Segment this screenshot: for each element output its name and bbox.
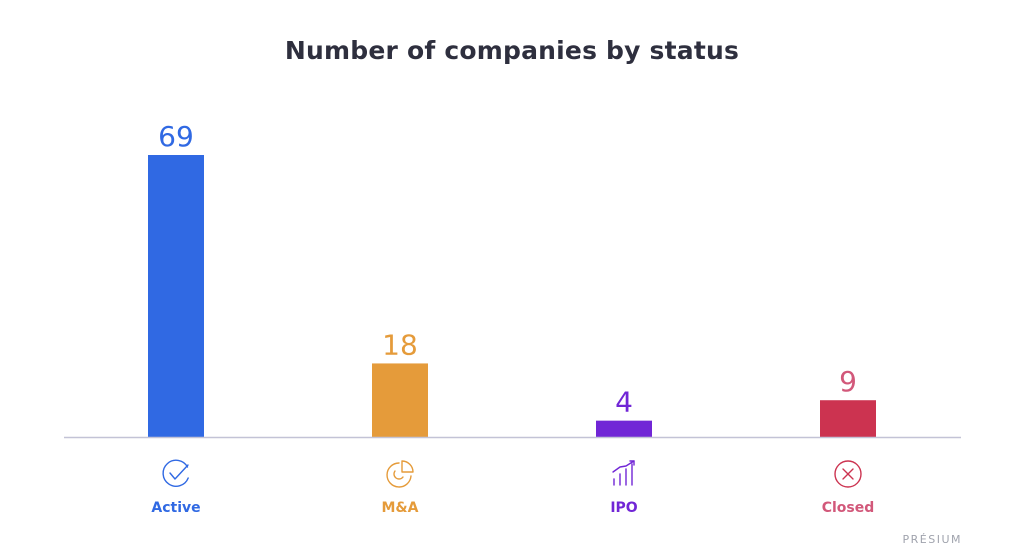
bar-ipo xyxy=(596,420,652,437)
value-labels-layer: 69 18 4 9 xyxy=(158,120,857,419)
bars-layer xyxy=(148,155,876,437)
value-label-closed: 9 xyxy=(839,365,857,398)
bar-manda xyxy=(372,363,428,437)
category-label-closed: Closed xyxy=(822,500,875,516)
chart-title: Number of companies by status xyxy=(284,36,740,65)
category-icons-layer xyxy=(162,459,862,488)
value-label-ipo: 4 xyxy=(615,386,633,419)
pie-chart-icon xyxy=(386,460,414,488)
category-label-active: Active xyxy=(151,500,200,516)
value-label-manda: 18 xyxy=(382,328,418,361)
value-label-active: 69 xyxy=(158,120,194,153)
bar-closed xyxy=(820,400,876,437)
bar-active xyxy=(148,155,204,437)
brand-watermark: PRÉSIUM xyxy=(902,533,962,546)
growth-chart-icon xyxy=(612,460,635,486)
x-circle-icon xyxy=(834,460,862,488)
check-circle-icon xyxy=(162,459,189,487)
category-label-manda: M&A xyxy=(382,500,419,516)
category-labels-layer: Active M&A IPO Closed xyxy=(151,500,874,516)
category-label-ipo: IPO xyxy=(610,500,637,516)
